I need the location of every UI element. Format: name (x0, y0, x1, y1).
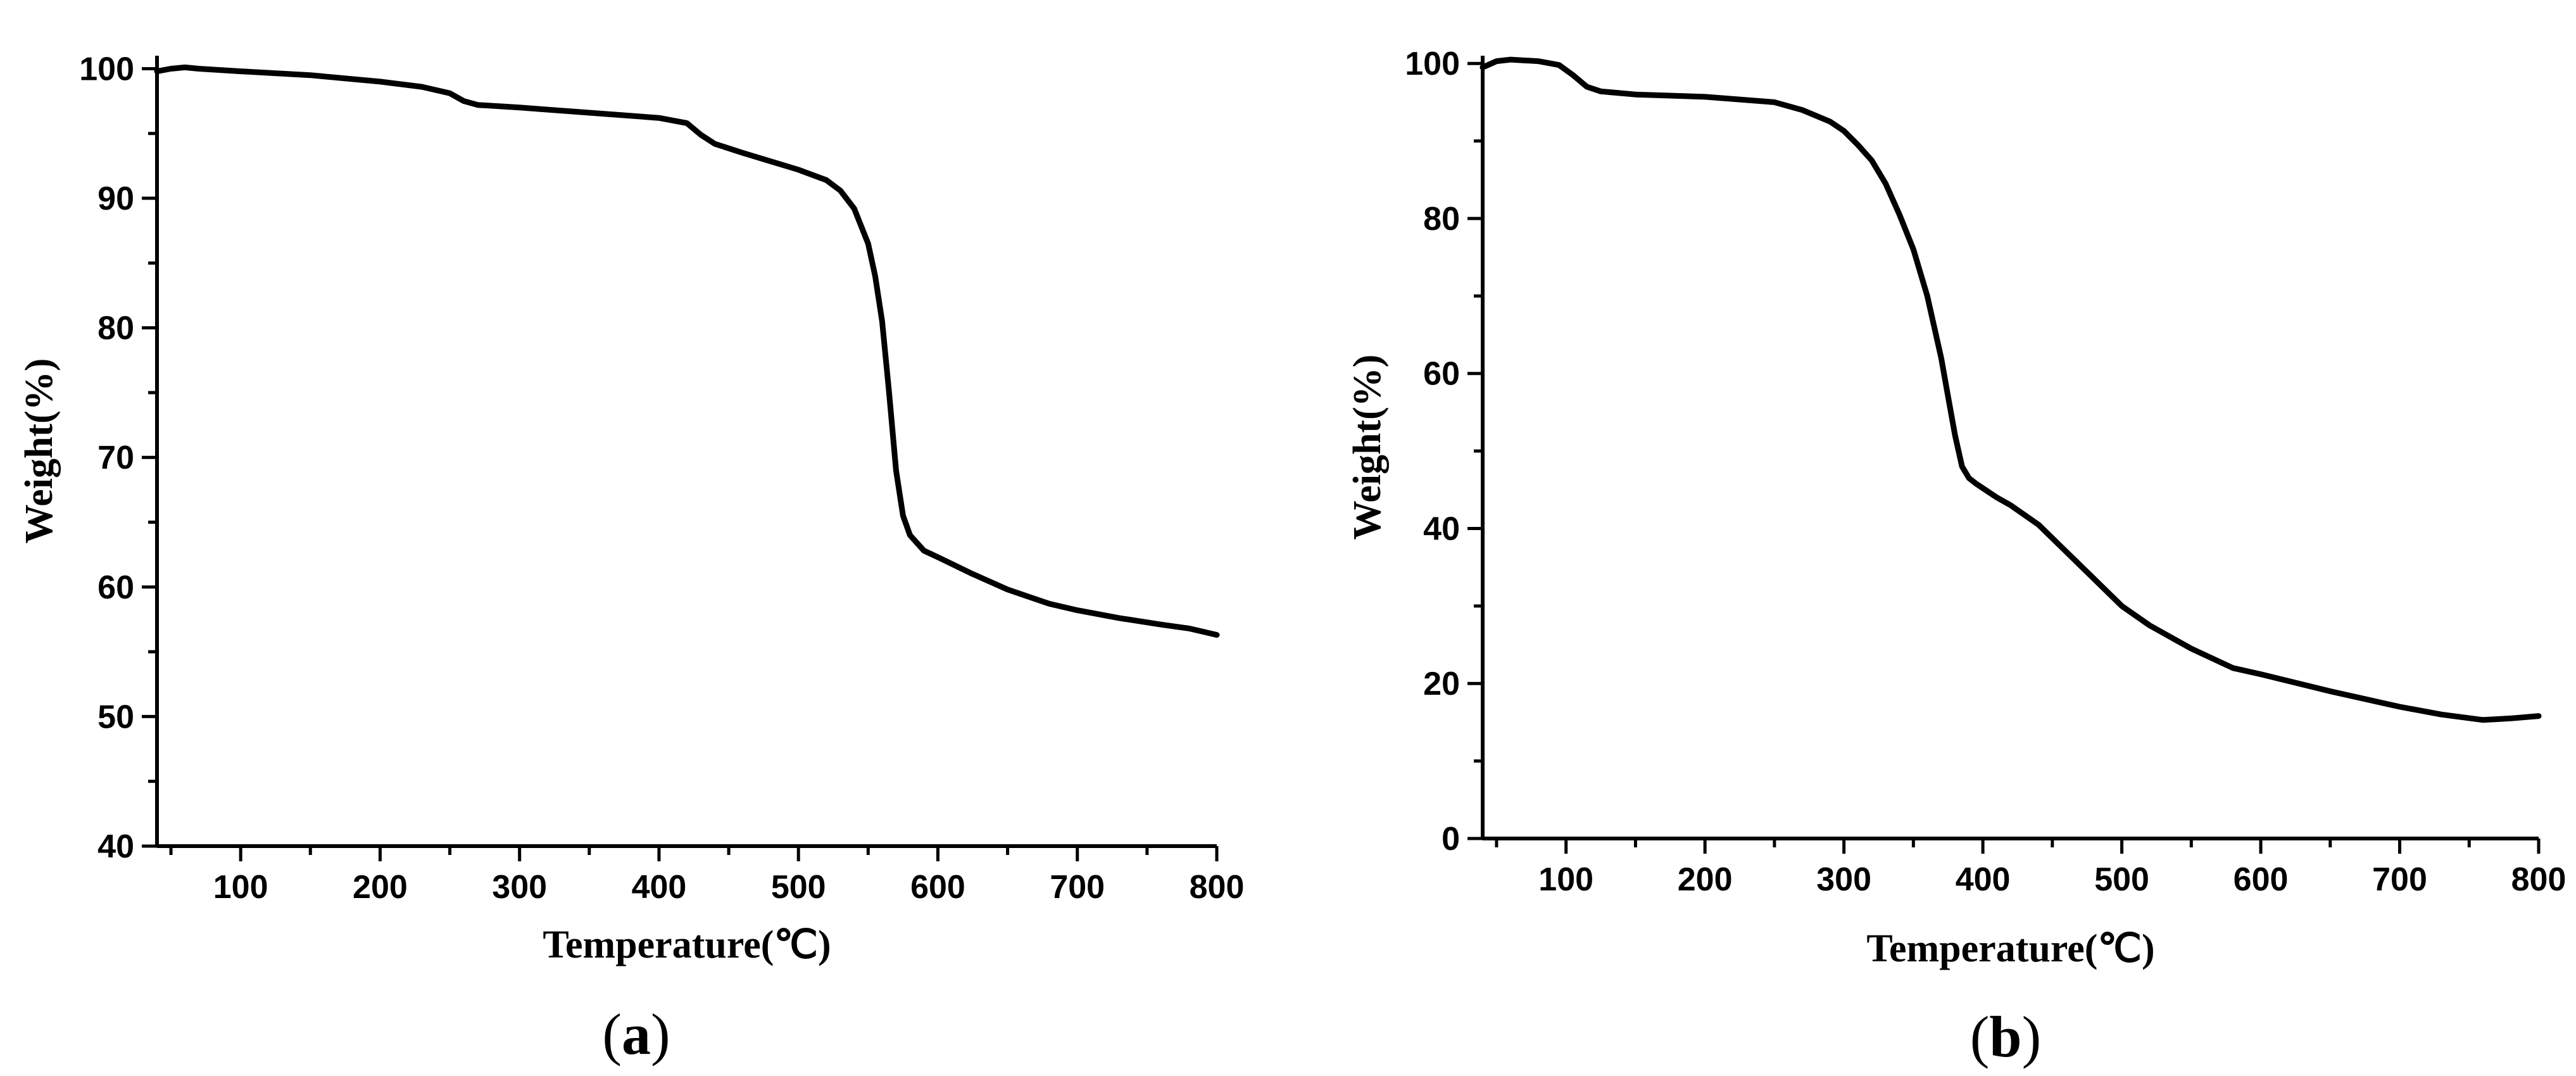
y-tick-label: 80 (1423, 201, 1460, 237)
y-tick-label: 40 (1423, 510, 1460, 547)
y-tick-label: 70 (97, 440, 134, 476)
x-tick-label: 800 (2511, 861, 2567, 898)
y-tick-label: 40 (97, 828, 134, 865)
x-tick-label: 600 (910, 869, 965, 906)
y-axis-title: Weight(%) (18, 358, 61, 544)
y-tick-label: 90 (97, 180, 134, 217)
x-tick-label: 600 (2234, 861, 2289, 898)
x-tick-label: 800 (1190, 869, 1245, 906)
y-axis-title: Weight(%) (1346, 355, 1389, 540)
x-tick-label: 500 (2094, 861, 2149, 898)
panel-label: (a) (602, 1002, 670, 1067)
x-tick-label: 200 (1678, 861, 1733, 898)
x-tick-label: 400 (1956, 861, 2011, 898)
panel-label: (b) (1970, 1004, 2041, 1069)
x-tick-label: 300 (1816, 861, 1871, 898)
y-tick-label: 50 (97, 699, 134, 735)
y-tick-label: 20 (1423, 666, 1460, 702)
chart-panel-b: 100 200 300 400 500 600 700 800 0 20 40 60 80 100 Temp… (1346, 46, 2566, 1069)
x-tick-label: 700 (1050, 869, 1105, 906)
x-tick-label: 500 (771, 869, 826, 906)
x-tick-label: 400 (632, 869, 687, 906)
chart-panel-a: 100 200 300 400 500 600 700 800 40 50 60 70 80 90 100 T… (18, 51, 1244, 1067)
y-tick-label: 100 (1405, 46, 1460, 82)
x-tick-label: 200 (353, 869, 408, 906)
y-tick-label: 100 (79, 51, 134, 87)
y-tick-label: 60 (1423, 356, 1460, 393)
y-tick-label: 80 (97, 310, 134, 347)
weight-curve (1480, 56, 2542, 723)
weight-curve (154, 64, 1220, 638)
x-tick-label: 700 (2372, 861, 2427, 898)
x-tick-label: 100 (213, 869, 268, 906)
x-tick-label: 300 (492, 869, 547, 906)
x-tick-label: 100 (1538, 861, 1593, 898)
y-tick-label: 60 (97, 569, 134, 606)
x-axis-title: Temperature(℃) (543, 923, 831, 966)
y-tick-label: 0 (1442, 821, 1460, 858)
x-axis-title: Temperature(℃) (1866, 927, 2154, 970)
